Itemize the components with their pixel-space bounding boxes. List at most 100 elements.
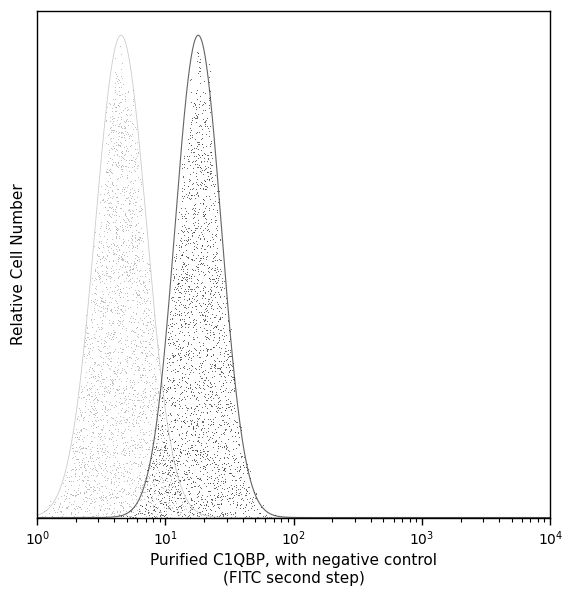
Point xyxy=(115,127,124,136)
Point xyxy=(158,386,168,395)
Point xyxy=(160,467,169,477)
Point xyxy=(183,286,192,296)
Point xyxy=(92,375,102,384)
Point xyxy=(144,444,153,454)
Point xyxy=(99,414,108,424)
Point xyxy=(75,404,84,413)
Point xyxy=(175,401,184,411)
Point xyxy=(169,438,179,447)
Point xyxy=(136,483,145,493)
Point xyxy=(180,496,189,506)
Point xyxy=(177,503,186,512)
Point xyxy=(161,512,170,521)
Point xyxy=(191,429,200,439)
Point xyxy=(98,276,107,286)
Point xyxy=(111,216,120,225)
Point xyxy=(211,216,220,225)
Point xyxy=(98,443,107,453)
Point xyxy=(196,78,205,87)
Point xyxy=(117,446,126,456)
Point xyxy=(197,416,206,426)
Point xyxy=(79,423,88,433)
Point xyxy=(117,252,126,261)
Point xyxy=(216,366,226,376)
Point xyxy=(107,476,116,486)
Point xyxy=(195,466,204,475)
Point xyxy=(136,330,145,340)
Point xyxy=(185,188,194,198)
Point xyxy=(156,496,165,505)
Point xyxy=(144,358,153,367)
Point xyxy=(134,506,144,516)
Point xyxy=(188,334,197,344)
Point xyxy=(177,242,186,251)
Point xyxy=(170,282,180,292)
Point xyxy=(127,264,136,273)
Point xyxy=(169,398,178,407)
Point xyxy=(193,149,203,159)
Point xyxy=(121,193,130,203)
Point xyxy=(205,262,214,272)
Point xyxy=(146,456,155,465)
Point xyxy=(173,344,183,353)
Point xyxy=(214,466,223,476)
Point xyxy=(129,375,138,384)
Point xyxy=(169,393,178,403)
Point xyxy=(210,453,219,462)
Point xyxy=(177,499,187,509)
Point xyxy=(210,201,219,210)
Point xyxy=(228,374,237,384)
Point xyxy=(145,313,154,323)
Point xyxy=(165,423,174,432)
Point xyxy=(122,476,131,486)
Point xyxy=(134,473,144,483)
Point xyxy=(212,270,222,280)
Point xyxy=(221,417,230,426)
Point xyxy=(192,223,201,233)
Point xyxy=(225,507,234,516)
Point xyxy=(96,325,106,334)
Point xyxy=(177,211,187,220)
Point xyxy=(68,464,77,474)
Point xyxy=(98,494,107,504)
Point xyxy=(122,405,131,415)
Point xyxy=(207,386,216,395)
Point xyxy=(144,418,153,427)
Point xyxy=(115,233,124,243)
Point xyxy=(138,360,147,370)
Point xyxy=(191,134,200,144)
Point xyxy=(118,487,127,497)
Point xyxy=(80,488,89,498)
Point xyxy=(126,436,135,445)
Point xyxy=(222,494,231,504)
Point xyxy=(169,339,178,349)
Point xyxy=(108,247,118,256)
Point xyxy=(127,440,137,450)
Point xyxy=(172,253,181,263)
Point xyxy=(158,407,167,417)
Point xyxy=(208,417,218,426)
Point xyxy=(122,458,131,467)
Point xyxy=(192,88,201,98)
Point xyxy=(95,223,104,233)
Point xyxy=(45,500,54,510)
Point xyxy=(245,466,254,476)
Point xyxy=(110,448,119,457)
Point xyxy=(130,122,139,132)
Point xyxy=(150,463,159,473)
Point xyxy=(205,378,215,387)
Point xyxy=(173,453,183,463)
Point xyxy=(195,121,204,131)
Point xyxy=(203,333,212,342)
Point xyxy=(199,461,208,471)
Point xyxy=(131,262,141,272)
Point xyxy=(106,271,115,281)
Point xyxy=(177,284,186,293)
Point xyxy=(165,462,174,472)
Point xyxy=(164,479,173,489)
Point xyxy=(199,427,208,436)
Point xyxy=(128,178,137,187)
Point xyxy=(214,363,223,373)
Point xyxy=(201,464,210,473)
Point xyxy=(133,461,142,470)
